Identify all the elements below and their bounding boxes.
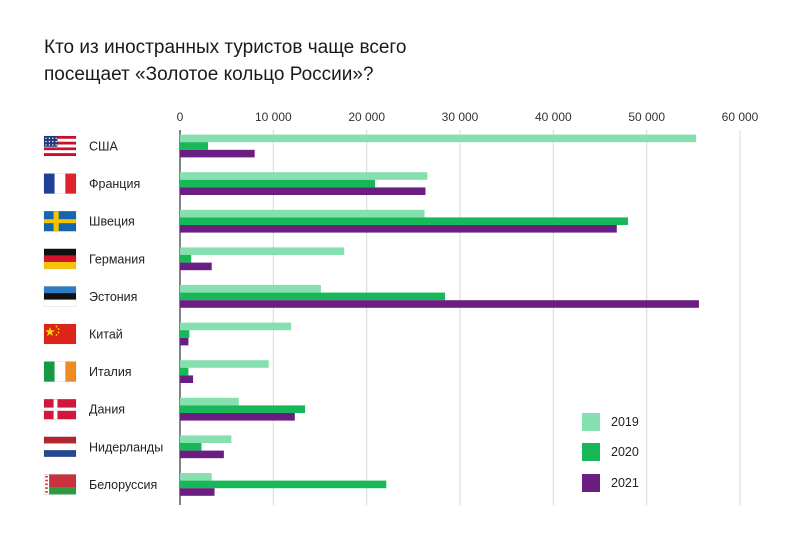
chart-title-line-1: Кто из иностранных туристов чаще всего	[44, 37, 407, 58]
bar-2020	[180, 217, 628, 225]
sweden-flag-icon	[43, 210, 77, 232]
category-label: США	[89, 140, 118, 154]
legend-label: 2019	[611, 415, 639, 429]
legend-label: 2020	[611, 445, 639, 459]
bar-2019	[180, 322, 292, 331]
bar-2019	[180, 435, 232, 443]
bar-2020	[180, 142, 208, 150]
category-label: Италия	[89, 365, 132, 379]
bars	[180, 134, 699, 496]
bar-2020	[180, 443, 202, 451]
category-label: Эстония	[89, 290, 137, 304]
bar-2019	[180, 360, 269, 368]
category-label: Дания	[89, 403, 125, 417]
category-label: Франция	[89, 177, 140, 191]
bar-2021	[180, 300, 699, 308]
bar-2021	[180, 413, 295, 421]
x-tick-label: 20 000	[348, 110, 385, 124]
chart-title: Кто из иностранных туристов чаще всего п…	[44, 34, 604, 88]
x-tick-label: 60 000	[722, 110, 759, 124]
bar-2019	[180, 397, 239, 406]
bar-2019	[180, 209, 425, 218]
netherlands-flag-icon	[43, 436, 77, 458]
bar-2019	[180, 247, 345, 255]
category-label: Китай	[89, 328, 123, 342]
bar-2021	[180, 337, 189, 346]
bar-2021	[180, 149, 255, 158]
denmark-flag-icon	[43, 398, 77, 420]
x-tick-label: 10 000	[255, 110, 292, 124]
bar-2020	[180, 405, 306, 413]
x-tick-label: 30 000	[442, 110, 479, 124]
bar-2021	[180, 488, 215, 496]
bar-2021	[180, 375, 194, 383]
bar-2021	[180, 187, 426, 195]
bar-2019	[180, 172, 428, 180]
category-label: Швеция	[89, 215, 135, 229]
china-flag-icon	[43, 323, 77, 345]
belarus-flag-icon	[43, 474, 77, 495]
x-axis-ticks: 0 10 000 20 000 30 000 40 000 50 000 60 000	[177, 110, 759, 124]
bar-2020	[180, 330, 190, 338]
bar-2019	[180, 473, 212, 481]
estonia-flag-icon	[43, 286, 77, 307]
bar-2020	[180, 367, 189, 376]
bar-2020	[180, 480, 387, 489]
category-label: Германия	[89, 252, 145, 266]
chart-title-line-2: посещает «Золотое кольцо России»?	[44, 64, 374, 85]
legend: 2019 2020 2021	[582, 413, 639, 492]
category-labels: США Франция Швеция Германия Эстония Китай Итал…	[89, 140, 163, 492]
italy-flag-icon	[43, 361, 77, 382]
bar-2021	[180, 262, 212, 271]
bar-2019	[180, 134, 697, 143]
bar-2021	[180, 450, 224, 459]
x-tick-label: 50 000	[628, 110, 665, 124]
x-tick-label: 40 000	[535, 110, 572, 124]
bar-2020	[180, 255, 192, 263]
legend-swatch-2019	[582, 413, 600, 431]
us-flag-icon	[43, 135, 77, 157]
category-label: Нидерланды	[89, 440, 163, 454]
x-tick-label: 0	[177, 110, 184, 124]
legend-label: 2021	[611, 476, 639, 490]
france-flag-icon	[43, 173, 77, 194]
legend-swatch-2020	[582, 443, 600, 461]
category-label: Белоруссия	[89, 478, 157, 492]
bar-2020	[180, 292, 446, 301]
flags	[43, 135, 77, 495]
germany-flag-icon	[43, 248, 77, 270]
bar-2019	[180, 285, 321, 293]
bar-2021	[180, 225, 617, 233]
legend-swatch-2021	[582, 474, 600, 492]
bar-2020	[180, 179, 376, 188]
